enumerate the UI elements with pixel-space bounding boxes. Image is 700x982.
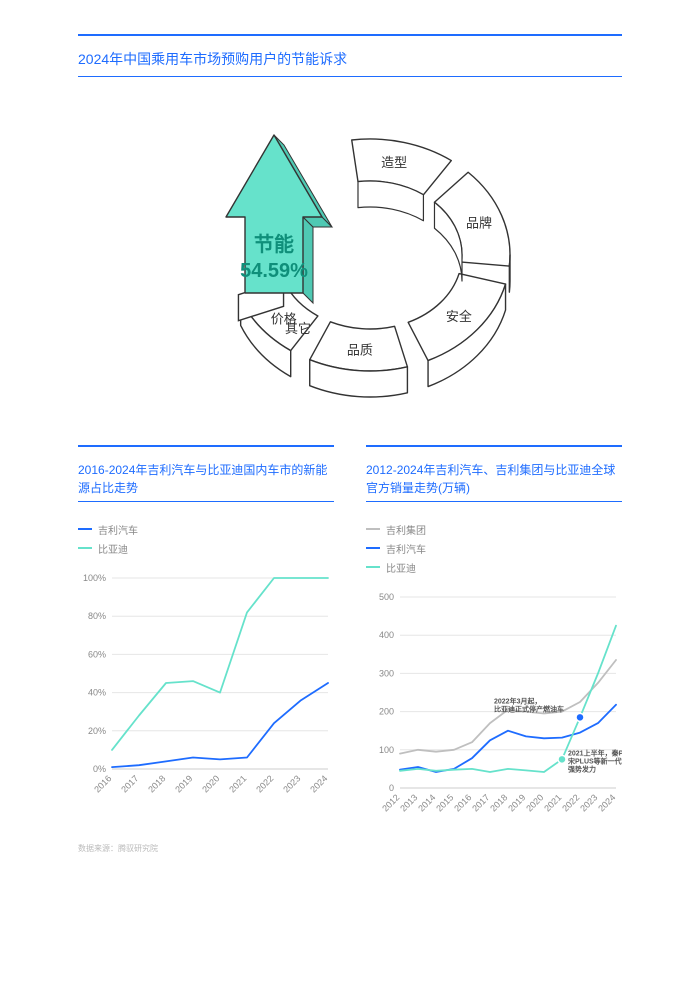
svg-text:2015: 2015 [434,792,455,813]
svg-text:2024: 2024 [596,792,617,813]
rule-left-thin [78,501,334,502]
svg-text:200: 200 [379,706,394,716]
legend-label: 比亚迪 [98,541,128,556]
rule-under-title [78,76,622,77]
svg-text:比亚迪正式停产燃油车: 比亚迪正式停产燃油车 [494,704,564,713]
right-chart-title: 2012-2024年吉利汽车、吉利集团与比亚迪全球官方销量走势(万辆) [366,461,622,497]
svg-text:2019: 2019 [506,792,527,813]
svg-text:2021: 2021 [542,792,563,813]
svg-text:2022: 2022 [254,773,275,794]
legend-left: 吉利汽车比亚迪 [78,522,334,556]
svg-text:品牌: 品牌 [466,215,492,230]
svg-text:2017: 2017 [470,792,491,813]
svg-text:54.59%: 54.59% [240,260,308,282]
main-title: 2024年中国乘用车市场预购用户的节能诉求 [78,50,622,70]
rule-top [78,34,622,36]
ring-svg: 造型品牌安全品质价格其它节能54.59% [160,97,540,417]
svg-text:宋PLUS等新一代节能产品: 宋PLUS等新一代节能产品 [567,756,622,765]
svg-text:2022: 2022 [560,792,581,813]
svg-text:2021上半年，秦PLUS、: 2021上半年，秦PLUS、 [568,748,622,757]
right-line-chart: 0 100 200 300 400 500 201220132014201520162017… [366,591,622,826]
svg-text:2019: 2019 [173,773,194,794]
svg-text:400: 400 [379,630,394,640]
svg-text:节能: 节能 [254,232,294,256]
rule-right [366,445,622,447]
svg-text:100: 100 [379,744,394,754]
legend-swatch [366,566,380,568]
legend-swatch [78,528,92,530]
svg-text:2012: 2012 [380,792,401,813]
legend-item: 吉利汽车 [78,522,334,537]
svg-text:2023: 2023 [578,792,599,813]
header-block: 2024年中国乘用车市场预购用户的节能诉求 [78,34,622,77]
legend-label: 比亚迪 [386,560,416,575]
svg-text:2023: 2023 [281,773,302,794]
legend-swatch [366,547,380,549]
svg-text:2024: 2024 [308,773,329,794]
legend-item: 比亚迪 [78,541,334,556]
svg-text:2014: 2014 [416,792,437,813]
svg-text:2013: 2013 [398,792,419,813]
svg-text:0%: 0% [93,764,106,774]
legend-item: 吉利集团 [366,522,622,537]
svg-text:安全: 安全 [446,309,472,324]
left-column: 2016-2024年吉利汽车与比亚迪国内车市的新能源占比走势 吉利汽车比亚迪 0… [78,445,334,831]
legend-swatch [366,528,380,530]
svg-text:100%: 100% [83,573,106,583]
svg-text:40%: 40% [88,687,106,697]
svg-text:2016: 2016 [452,792,473,813]
legend-item: 比亚迪 [366,560,622,575]
svg-text:20%: 20% [88,725,106,735]
svg-text:2021: 2021 [227,773,248,794]
right-column: 2012-2024年吉利汽车、吉利集团与比亚迪全球官方销量走势(万辆) 吉利集团… [366,445,622,831]
svg-text:60%: 60% [88,649,106,659]
svg-text:300: 300 [379,668,394,678]
svg-text:2022年3月起，: 2022年3月起， [494,696,541,705]
svg-text:其它: 其它 [285,321,311,336]
legend-label: 吉利汽车 [386,541,426,556]
svg-text:2018: 2018 [146,773,167,794]
svg-text:500: 500 [379,592,394,602]
legend-item: 吉利汽车 [366,541,622,556]
rule-right-thin [366,501,622,502]
legend-swatch [78,547,92,549]
svg-text:2020: 2020 [524,792,545,813]
data-source: 数据来源：腾驭研究院 [78,843,622,854]
svg-text:0: 0 [389,783,394,793]
svg-text:80%: 80% [88,611,106,621]
svg-text:品质: 品质 [347,342,373,357]
svg-text:2016: 2016 [92,773,113,794]
svg-text:2018: 2018 [488,792,509,813]
svg-text:造型: 造型 [381,155,407,170]
left-line-chart: 0% 20% 40% 60% 80% 100% 2016 2017 2018 2019 2020 20… [78,572,334,807]
svg-text:2017: 2017 [119,773,140,794]
rule-left [78,445,334,447]
legend-label: 吉利汽车 [98,522,138,537]
ring-infographic: 造型品牌安全品质价格其它节能54.59% [78,97,622,417]
legend-label: 吉利集团 [386,522,426,537]
left-chart-title: 2016-2024年吉利汽车与比亚迪国内车市的新能源占比走势 [78,461,334,497]
svg-text:强势发力: 强势发力 [568,764,596,773]
svg-text:2020: 2020 [200,773,221,794]
legend-right: 吉利集团吉利汽车比亚迪 [366,522,622,575]
